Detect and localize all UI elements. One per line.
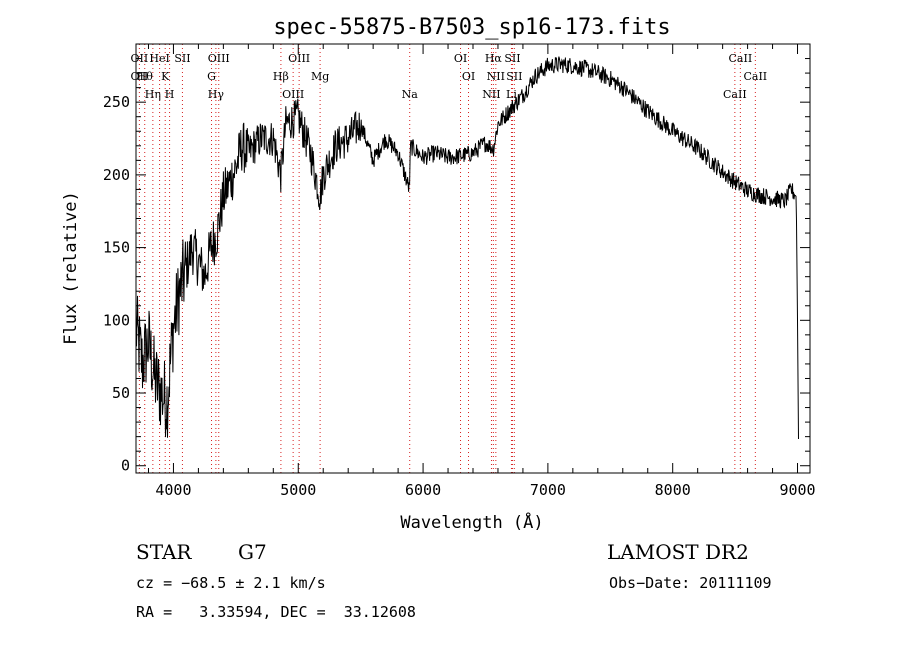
radial-velocity: cz = −68.5 ± 2.1 km/s <box>136 574 326 592</box>
line-marker-label: NII <box>482 88 500 101</box>
y-tick-label: 150 <box>103 239 130 257</box>
line-marker-label: NII <box>487 70 505 83</box>
survey-name: LAMOST DR2 <box>607 540 749 564</box>
line-marker-label: Na <box>402 88 419 101</box>
line-marker-label: Li <box>506 88 517 101</box>
line-marker-label: OIII <box>282 88 304 101</box>
y-axis: 0 50 100 150 200 250 <box>103 58 810 475</box>
line-marker-label: Hγ <box>208 88 225 101</box>
x-axis: 4000 5000 6000 7000 8000 9000 <box>147 44 816 499</box>
line-marker-label: SII <box>504 52 520 65</box>
line-markers <box>138 44 756 473</box>
line-marker-label: CaII <box>723 88 747 101</box>
line-marker-label: Hθ <box>137 70 154 83</box>
object-subclass: G7 <box>238 540 267 564</box>
line-marker-label: Hα <box>485 52 503 65</box>
line-marker-label: OIII <box>288 52 310 65</box>
plot-frame <box>135 43 811 474</box>
y-axis-label: Flux (relative) <box>61 191 81 345</box>
y-tick-label: 0 <box>121 457 130 475</box>
line-marker-label: CaII <box>743 70 767 83</box>
y-tick-label: 200 <box>103 166 130 184</box>
line-marker-label: H <box>165 88 175 101</box>
line-marker-label: OI <box>462 70 475 83</box>
line-marker-label: HeI <box>149 52 169 65</box>
x-tick-label: 8000 <box>655 481 691 499</box>
line-marker-label: K <box>161 70 170 83</box>
x-tick-label: 5000 <box>280 481 316 499</box>
line-marker-label: Hβ <box>273 70 289 83</box>
line-marker-label: Mg <box>311 70 329 83</box>
chart-title: spec-55875-B7503_sp16-173.fits <box>273 15 670 40</box>
line-marker-labels: OIIOIIHθHηHeIKHSIIGHγOIIIHβOIIIOIIIMgNaO… <box>131 52 768 101</box>
observation-date: Obs−Date: 20111109 <box>609 574 772 592</box>
line-marker-label: OI <box>454 52 467 65</box>
x-tick-label: 9000 <box>779 481 815 499</box>
line-marker-label: OIII <box>208 52 230 65</box>
line-marker-label: SII <box>506 70 522 83</box>
line-marker-label: OII <box>131 70 149 83</box>
spectrum-series-line <box>135 56 799 440</box>
x-axis-label: Wavelength (Å) <box>400 511 543 533</box>
line-marker-label: G <box>207 70 216 83</box>
y-tick-label: 50 <box>112 384 130 402</box>
line-marker-label: Hη <box>145 88 161 101</box>
x-tick-label: 4000 <box>155 481 191 499</box>
y-tick-label: 250 <box>103 93 130 111</box>
y-tick-label: 100 <box>103 311 130 329</box>
sky-coordinates: RA = 3.33594, DEC = 33.12608 <box>136 603 416 621</box>
x-tick-label: 6000 <box>405 481 441 499</box>
object-class: STAR <box>136 540 192 564</box>
line-marker-label: SII <box>174 52 190 65</box>
line-marker-label: CaII <box>729 52 753 65</box>
x-tick-label: 7000 <box>530 481 566 499</box>
